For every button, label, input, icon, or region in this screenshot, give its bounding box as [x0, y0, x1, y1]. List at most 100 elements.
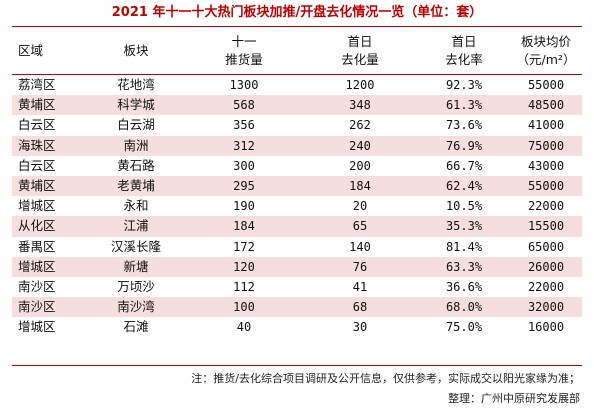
- cell-sold: 41: [352, 279, 368, 294]
- header-supply: 十一 推货量: [186, 28, 302, 75]
- cell-block: 新塘: [86, 256, 186, 277]
- cell-rate: 63.3%: [418, 256, 510, 277]
- cell-price: 55000: [527, 78, 565, 93]
- cell-sold: 20: [352, 199, 368, 214]
- cell-area: 南沙区: [18, 278, 56, 294]
- cell-area: 白云区: [18, 117, 56, 133]
- cell-supply: 172: [233, 239, 255, 254]
- cell-rate: 36.6%: [445, 279, 483, 294]
- cell-block: 科学城: [86, 95, 186, 116]
- cell-price: 43000: [527, 158, 565, 173]
- cell-sold: 140: [349, 239, 371, 254]
- cell-price: 65000: [527, 239, 565, 254]
- table-row: 增城区 新塘 120 76 63.3% 26000: [12, 256, 582, 277]
- cell-supply: 312: [186, 135, 302, 156]
- header-supply-line2: 推货量: [225, 52, 263, 67]
- cell-sold: 240: [302, 135, 418, 156]
- table-row: 增城区 永和 190 20 10.5% 22000: [12, 196, 582, 216]
- header-sold-line2: 去化量: [341, 52, 379, 67]
- cell-supply: 40: [236, 320, 252, 335]
- table-row: 黄埔区 老黄埔 295 184 62.4% 55000: [12, 175, 582, 197]
- cell-block: 石滩: [123, 319, 149, 335]
- cell-supply: 1300: [229, 78, 259, 93]
- table-row: 白云区 白云湖 356 262 73.6% 41000: [12, 115, 582, 135]
- cell-sold: 65: [302, 216, 418, 237]
- cell-supply: 295: [186, 175, 302, 197]
- cell-rate: 10.5%: [445, 199, 483, 214]
- table-row: 白云区 黄石路 300 200 66.7% 43000: [12, 156, 582, 176]
- header-area: 区域: [12, 28, 86, 75]
- cell-price: 41000: [527, 118, 565, 133]
- cell-price: 32000: [510, 297, 582, 318]
- cell-block: 黄石路: [117, 157, 155, 173]
- table-row: 从化区 江浦 184 65 35.3% 15500: [12, 216, 582, 237]
- cell-rate: 62.4%: [418, 175, 510, 197]
- header-sold-line1: 首日: [347, 34, 373, 49]
- cell-area: 黄埔区: [12, 95, 86, 116]
- cell-block: 江浦: [86, 216, 186, 237]
- cell-area: 番禺区: [18, 238, 56, 254]
- cell-sold: 1200: [345, 78, 375, 93]
- cell-area: 从化区: [12, 216, 86, 237]
- table-row: 增城区 石滩 40 30 75.0% 16000: [12, 317, 582, 337]
- cell-rate: 66.7%: [445, 158, 483, 173]
- cell-block: 永和: [123, 198, 149, 214]
- cell-supply: 300: [233, 158, 255, 173]
- cell-area: 白云区: [18, 157, 56, 173]
- cell-area: 增城区: [12, 256, 86, 277]
- cell-supply: 190: [233, 199, 255, 214]
- cell-sold: 348: [302, 95, 418, 116]
- table-row: 荔湾区 花地湾 1300 1200 92.3% 55000: [12, 75, 582, 96]
- footnote: 注：推货/去化综合项目调研及公开信息，仅供参考，实际成交以阳光家缘为准；: [191, 372, 580, 385]
- cell-rate: 92.3%: [445, 78, 483, 93]
- table-title: 2021 年十一十大热门板块加推/开盘去化情况一览（单位：套）: [111, 5, 483, 20]
- cell-supply: 568: [186, 95, 302, 116]
- header-rate-line2: 去化率: [445, 52, 483, 67]
- table-row: 南沙区 万顷沙 112 41 36.6% 22000: [12, 277, 582, 297]
- table-row: 番禺区 汉溪长隆 172 140 81.4% 65000: [12, 237, 582, 257]
- cell-supply: 356: [233, 118, 255, 133]
- header-sold: 首日 去化量: [302, 28, 418, 75]
- cell-block: 花地湾: [117, 77, 155, 93]
- source-credit: 整理：广州中原研究发展部: [448, 392, 580, 405]
- cell-price: 15500: [510, 216, 582, 237]
- cell-supply: 184: [186, 216, 302, 237]
- cell-rate: 35.3%: [418, 216, 510, 237]
- header-price: 板块均价 （元/m²）: [510, 28, 582, 75]
- header-rate: 首日 去化率: [418, 28, 510, 75]
- cell-area: 南沙区: [12, 297, 86, 318]
- cell-sold: 184: [302, 175, 418, 197]
- cell-rate: 61.3%: [418, 95, 510, 116]
- cell-rate: 73.6%: [445, 118, 483, 133]
- cell-price: 48500: [510, 95, 582, 116]
- cell-block: 白云湖: [117, 117, 155, 133]
- cell-supply: 112: [233, 279, 255, 294]
- cell-price: 22000: [527, 199, 565, 214]
- cell-sold: 76: [302, 256, 418, 277]
- cell-block: 南洲: [86, 135, 186, 156]
- cell-sold: 200: [349, 158, 371, 173]
- header-block: 板块: [86, 28, 186, 75]
- cell-area: 增城区: [18, 198, 56, 214]
- header-supply-line1: 十一: [231, 34, 257, 49]
- cell-price: 16000: [527, 320, 565, 335]
- header-price-line2: （元/m²）: [516, 52, 576, 67]
- cell-rate: 75.0%: [445, 320, 483, 335]
- cell-supply: 120: [186, 256, 302, 277]
- cell-area: 黄埔区: [12, 175, 86, 197]
- cell-rate: 81.4%: [445, 239, 483, 254]
- cell-sold: 262: [349, 118, 371, 133]
- table-row: 海珠区 南洲 312 240 76.9% 75000: [12, 135, 582, 156]
- cell-block: 万顷沙: [117, 278, 155, 294]
- cell-block: 南沙湾: [86, 297, 186, 318]
- cell-area: 荔湾区: [18, 77, 56, 93]
- cell-block: 老黄埔: [86, 175, 186, 197]
- cell-area: 增城区: [18, 319, 56, 335]
- cell-price: 22000: [527, 279, 565, 294]
- table-bottom-divider: [12, 365, 582, 366]
- cell-block: 汉溪长隆: [110, 238, 161, 254]
- cell-rate: 68.0%: [418, 297, 510, 318]
- data-table: 区域 板块 十一 推货量 首日 去化量 首日 去化率 板块均价 （元/m²）: [12, 28, 582, 337]
- cell-rate: 76.9%: [418, 135, 510, 156]
